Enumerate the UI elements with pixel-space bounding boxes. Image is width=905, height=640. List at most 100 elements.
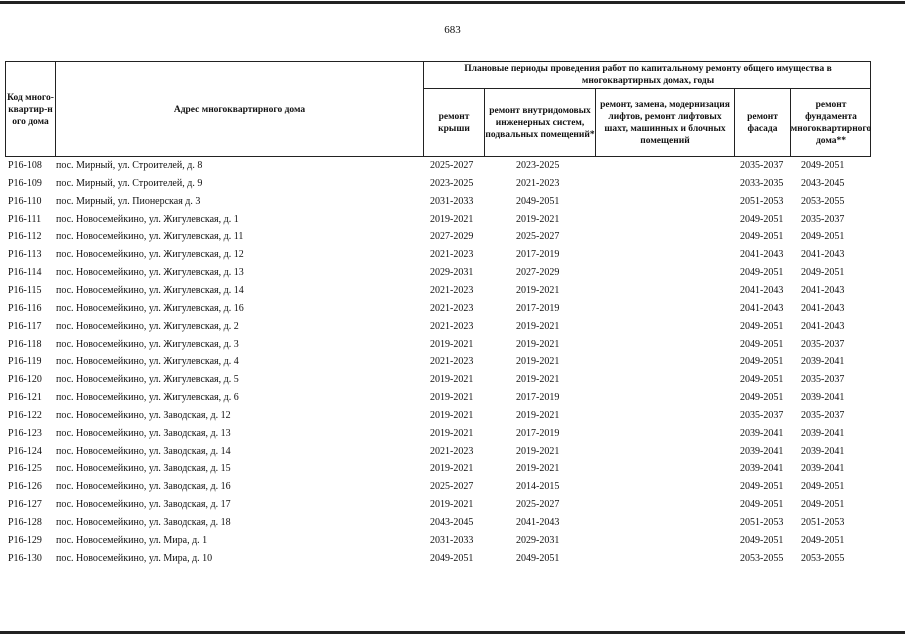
cell-roof: 2019-2021 xyxy=(430,213,474,225)
cell-internal: 2019-2021 xyxy=(516,409,560,421)
group-divider xyxy=(423,88,871,89)
header-group: Плановые периоды проведения работ по кап… xyxy=(464,64,832,86)
cell-code: Р16-130 xyxy=(8,552,42,564)
cell-address: пос. Новосемейкино, ул. Заводская, д. 13 xyxy=(56,427,231,439)
cell-roof: 2025-2027 xyxy=(430,160,474,171)
cell-facade: 2053-2055 xyxy=(740,552,784,564)
cell-facade: 2041-2043 xyxy=(740,302,784,314)
cell-foundation: 2039-2041 xyxy=(801,445,845,457)
cell-roof: 2021-2023 xyxy=(430,284,474,296)
cell-foundation: 2039-2041 xyxy=(801,463,845,475)
cell-facade: 2049-2051 xyxy=(740,213,784,225)
cell-code: Р16-118 xyxy=(8,338,42,350)
cell-address: пос. Новосемейкино, ул. Жигулевская, д. … xyxy=(56,356,239,368)
cell-foundation: 2049-2051 xyxy=(801,267,845,279)
col-divider xyxy=(423,61,424,157)
cell-facade: 2049-2051 xyxy=(740,392,784,404)
cell-internal: 2019-2021 xyxy=(516,463,560,475)
col-divider xyxy=(790,88,791,157)
cell-internal: 2025-2027 xyxy=(516,499,560,511)
cell-code: Р16-129 xyxy=(8,534,42,546)
cell-internal: 2017-2019 xyxy=(516,427,560,439)
cell-roof: 2021-2023 xyxy=(430,302,474,314)
header-foundation: ремонт фундамента многоквартирного дома*… xyxy=(790,100,872,146)
cell-internal: 2023-2025 xyxy=(516,160,560,171)
cell-foundation: 2039-2041 xyxy=(801,356,845,368)
cell-roof: 2019-2021 xyxy=(430,463,474,475)
cell-code: Р16-115 xyxy=(8,284,42,296)
cell-internal: 2019-2021 xyxy=(516,374,560,386)
table-row: Р16-127 пос. Новосемейкино, ул. Заводская… xyxy=(0,496,905,514)
cell-code: Р16-116 xyxy=(8,302,42,314)
cell-roof: 2023-2025 xyxy=(430,177,474,189)
header-facade: ремонт фасада xyxy=(747,112,778,134)
cell-roof: 2027-2029 xyxy=(430,231,474,243)
table-row: Р16-124 пос. Новосемейкино, ул. Заводская… xyxy=(0,443,905,461)
cell-internal: 2017-2019 xyxy=(516,249,560,261)
table-row: Р16-110 пос. Мирный, ул. Пионерская д. 3 2… xyxy=(0,193,905,211)
cell-roof: 2025-2027 xyxy=(430,481,474,493)
table-row: Р16-121 пос. Новосемейкино, ул. Жигулевск… xyxy=(0,389,905,407)
cell-foundation: 2035-2037 xyxy=(801,338,845,350)
cell-code: Р16-111 xyxy=(8,213,42,225)
cell-internal: 2049-2051 xyxy=(516,195,560,207)
top-rule xyxy=(0,1,905,4)
table-row: Р16-116 пос. Новосемейкино, ул. Жигулевск… xyxy=(0,300,905,318)
cell-internal: 2019-2021 xyxy=(516,213,560,225)
cell-foundation: 2041-2043 xyxy=(801,249,845,261)
cell-foundation: 2051-2053 xyxy=(801,517,845,528)
cell-facade: 2039-2041 xyxy=(740,427,784,439)
cell-code: Р16-128 xyxy=(8,517,42,528)
cell-code: Р16-126 xyxy=(8,481,42,493)
cell-roof: 2021-2023 xyxy=(430,249,474,261)
cell-internal: 2019-2021 xyxy=(516,320,560,332)
cell-code: Р16-109 xyxy=(8,177,42,189)
cell-address: пос. Новосемейкино, ул. Заводская, д. 15 xyxy=(56,463,231,475)
cell-facade: 2039-2041 xyxy=(740,445,784,457)
cell-facade: 2035-2037 xyxy=(740,409,784,421)
cell-address: пос. Новосемейкино, ул. Жигулевская, д. … xyxy=(56,392,239,404)
cell-facade: 2033-2035 xyxy=(740,177,784,189)
cell-internal: 2019-2021 xyxy=(516,356,560,368)
cell-address: пос. Новосемейкино, ул. Жигулевская, д. … xyxy=(56,320,239,332)
header-internal: ремонт внутридомовых инженерных систем, … xyxy=(485,106,595,140)
cell-foundation: 2049-2051 xyxy=(801,481,845,493)
cell-foundation: 2041-2043 xyxy=(801,284,845,296)
cell-roof: 2029-2031 xyxy=(430,267,474,279)
table-row: Р16-126 пос. Новосемейкино, ул. Заводская… xyxy=(0,478,905,496)
cell-foundation: 2041-2043 xyxy=(801,302,845,314)
cell-code: Р16-112 xyxy=(8,231,42,243)
table-row: Р16-111 пос. Новосемейкино, ул. Жигулевск… xyxy=(0,211,905,229)
cell-address: пос. Новосемейкино, ул. Заводская, д. 16 xyxy=(56,481,231,493)
cell-facade: 2049-2051 xyxy=(740,374,784,386)
cell-address: пос. Новосемейкино, ул. Заводская, д. 14 xyxy=(56,445,231,457)
cell-address: пос. Новосемейкино, ул. Жигулевская, д. … xyxy=(56,338,239,350)
cell-foundation: 2049-2051 xyxy=(801,231,845,243)
cell-address: пос. Новосемейкино, ул. Жигулевская, д. … xyxy=(56,302,244,314)
cell-foundation: 2049-2051 xyxy=(801,160,845,171)
table-row: Р16-117 пос. Новосемейкино, ул. Жигулевск… xyxy=(0,318,905,336)
cell-facade: 2049-2051 xyxy=(740,499,784,511)
bottom-rule xyxy=(0,631,905,634)
cell-facade: 2049-2051 xyxy=(740,231,784,243)
table-row: Р16-115 пос. Новосемейкино, ул. Жигулевск… xyxy=(0,282,905,300)
table-row: Р16-119 пос. Новосемейкино, ул. Жигулевск… xyxy=(0,353,905,371)
cell-address: пос. Мирный, ул. Строителей, д. 9 xyxy=(56,177,203,189)
cell-address: пос. Новосемейкино, ул. Заводская, д. 12 xyxy=(56,409,231,421)
cell-code: Р16-121 xyxy=(8,392,42,404)
cell-foundation: 2039-2041 xyxy=(801,392,845,404)
cell-internal: 2029-2031 xyxy=(516,534,560,546)
cell-internal: 2019-2021 xyxy=(516,445,560,457)
cell-address: пос. Новосемейкино, ул. Жигулевская, д. … xyxy=(56,267,244,279)
table-row: Р16-128 пос. Новосемейкино, ул. Заводская… xyxy=(0,514,905,532)
col-divider xyxy=(734,88,735,157)
cell-code: Р16-124 xyxy=(8,445,42,457)
cell-code: Р16-125 xyxy=(8,463,42,475)
table-row: Р16-114 пос. Новосемейкино, ул. Жигулевск… xyxy=(0,264,905,282)
cell-foundation: 2041-2043 xyxy=(801,320,845,332)
cell-internal: 2025-2027 xyxy=(516,231,560,243)
cell-internal: 2049-2051 xyxy=(516,552,560,564)
cell-address: пос. Новосемейкино, ул. Жигулевская, д. … xyxy=(56,374,239,386)
cell-internal: 2017-2019 xyxy=(516,392,560,404)
header-address: Адрес многоквартирного дома xyxy=(173,104,306,115)
